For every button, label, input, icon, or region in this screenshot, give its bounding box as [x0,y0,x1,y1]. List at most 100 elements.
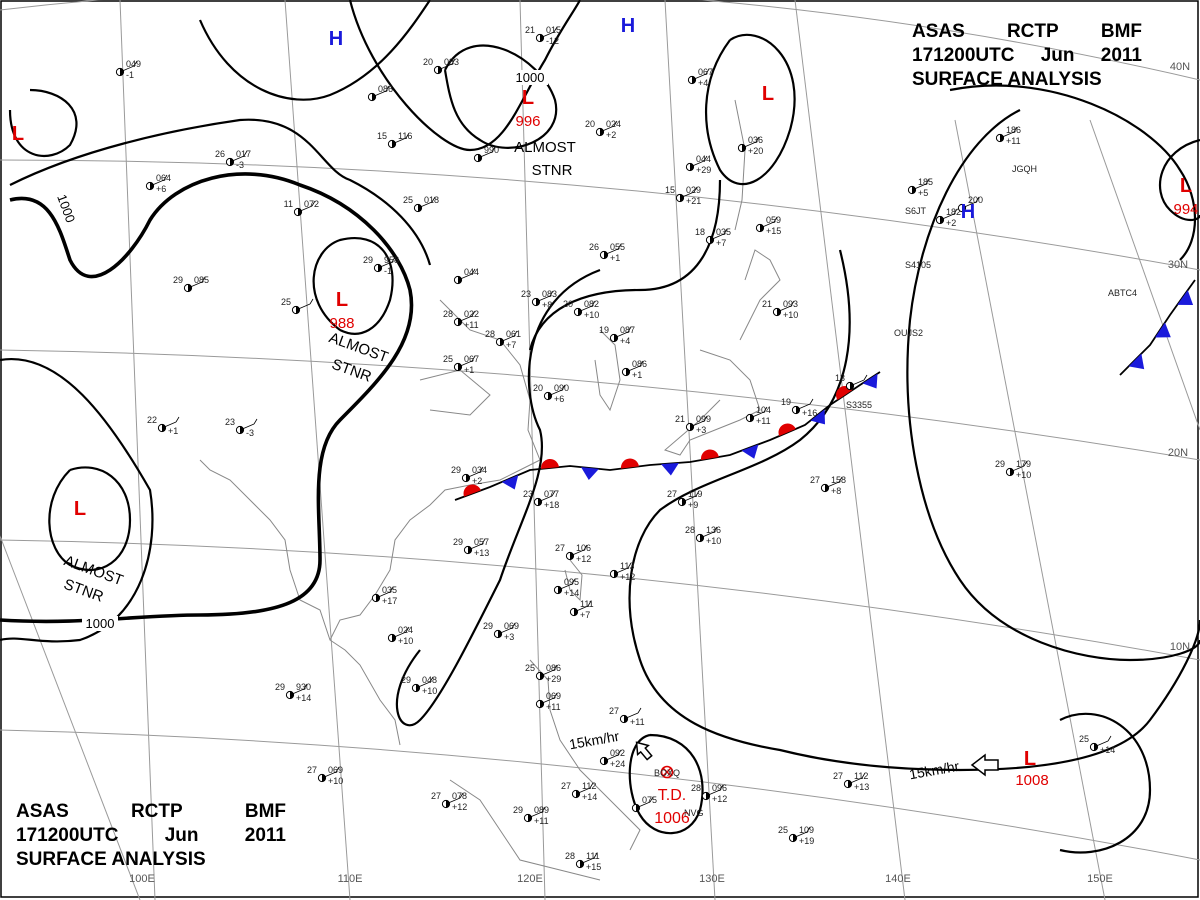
station-tendency: +8 [542,300,552,310]
longitude-label: 130E [699,873,725,885]
station-plot: 29 057+13 [453,537,489,558]
station-cloud-fill [692,76,696,84]
station-temperature: 26 [589,242,599,252]
ship-station-id: JGQH [1012,164,1037,174]
station-pressure: 200 [968,195,983,205]
station-cloud-fill [570,552,574,560]
station-tendency: +7 [506,340,516,350]
parallel-10n [0,539,1200,661]
cold-front-triangle [501,474,519,490]
parallel-20n [0,349,1200,461]
wind-barb-icon [759,216,778,229]
station-tendency: +10 [584,310,599,320]
cold-front-triangle [1177,290,1194,306]
wind-barb-icon [911,178,930,191]
station-cloud-fill [392,634,396,642]
station-pressure: 082 [584,299,599,309]
wind-barb-icon [539,26,558,39]
station-temperature: 25 [1079,734,1089,744]
station-temperature: 29 [451,465,461,475]
isobar-east-low [1158,138,1200,222]
coast-borneo [449,779,601,881]
station-pressure: 136 [706,525,721,535]
station-pressure: 034 [472,465,487,475]
isobar-central-low [312,237,394,335]
wind-barb-icon [457,310,476,323]
station-temperature: 23 [523,489,533,499]
station-cloud-fill [580,860,584,868]
station-temperature: 25 [281,297,291,307]
station-cloud-fill [290,691,294,699]
station-plot: 29 085 [173,275,209,293]
isobar-northwest-low [8,88,78,158]
station-plot: 092+24 [599,748,625,769]
header-line-2: 171200UTC Jun 2011 [16,824,286,848]
station-temperature: 27 [609,706,619,716]
station-cloud-fill [742,144,746,152]
station-pressure: 059 [766,215,781,225]
low-pressure-marker: L [762,83,774,105]
wind-barb-icon [577,300,596,313]
station-pressure: 055 [610,242,625,252]
station-tendency: +11 [756,416,771,426]
station-pressure: 067 [698,67,713,77]
station-plot: 25 067+1 [443,354,479,375]
isobar-sw-low [48,466,132,571]
wind-barb-icon [539,692,558,705]
station-temperature: 27 [431,791,441,801]
wind-barb-icon [149,174,168,187]
station-plot: 23 077+18 [523,489,559,510]
wind-barb-icon [229,150,248,163]
wind-barb-icon [847,772,866,785]
station-temperature: 20 [423,57,433,67]
station-tendency: +7 [716,238,726,248]
header-line-2: 171200UTC Jun 2011 [912,44,1142,68]
warm-front-semicircle [463,484,481,497]
wind-barb-icon [689,415,708,428]
station-tendency: +1 [168,426,178,436]
station-pressure: 072 [304,199,319,209]
station-tendency: +8 [831,486,841,496]
station-tendency: +24 [610,759,625,769]
coast-taiwan [564,559,583,602]
station-cloud-fill [322,774,326,782]
station-pressure: 185 [918,177,933,187]
isobars [0,0,1200,854]
station-tendency: +4 [620,336,630,346]
station-temperature: 27 [810,475,820,485]
station-cloud-fill [680,194,684,202]
cold-front-triangle [661,462,679,476]
station-pressure: 109 [799,825,814,835]
station-tendency: +9 [688,500,698,510]
wind-barb-icon [579,852,598,865]
station-pressure: 095 [564,577,579,587]
station-tendency: +4 [698,78,708,88]
station-plot: 185+5 [907,177,933,198]
station-plot: 25 109+19 [778,825,814,846]
station-plot: 075 [631,795,657,813]
station-tendency: +15 [766,226,781,236]
cold-front-triangle [810,409,825,425]
station-plot: 23 083+8 [521,289,557,310]
station-tendency: +14 [582,792,597,802]
isobar-1000-west [0,172,414,624]
header-code: BMF [244,801,286,822]
station-cloud-fill [478,154,482,162]
latitude-label: 10N [1170,641,1190,653]
stationary-front [454,279,1196,501]
station-cloud-fill [150,182,154,190]
station-cloud-fill [540,672,544,680]
wind-barb-icon [437,58,456,71]
wind-barb-icon [749,406,768,419]
station-temperature: 11 [284,199,293,209]
station-tendency: +17 [382,596,397,606]
station-pressure: 958 [384,255,399,265]
station-cloud-fill [848,780,852,788]
isobar-label-bg [82,616,118,631]
station-pressure: 015 [546,25,561,35]
station-plot: 27 +11 [609,706,645,727]
station-pressure: 111 [586,851,600,861]
header-agency: ASAS [912,21,965,42]
central-pressure-value: 994 [1173,201,1198,218]
